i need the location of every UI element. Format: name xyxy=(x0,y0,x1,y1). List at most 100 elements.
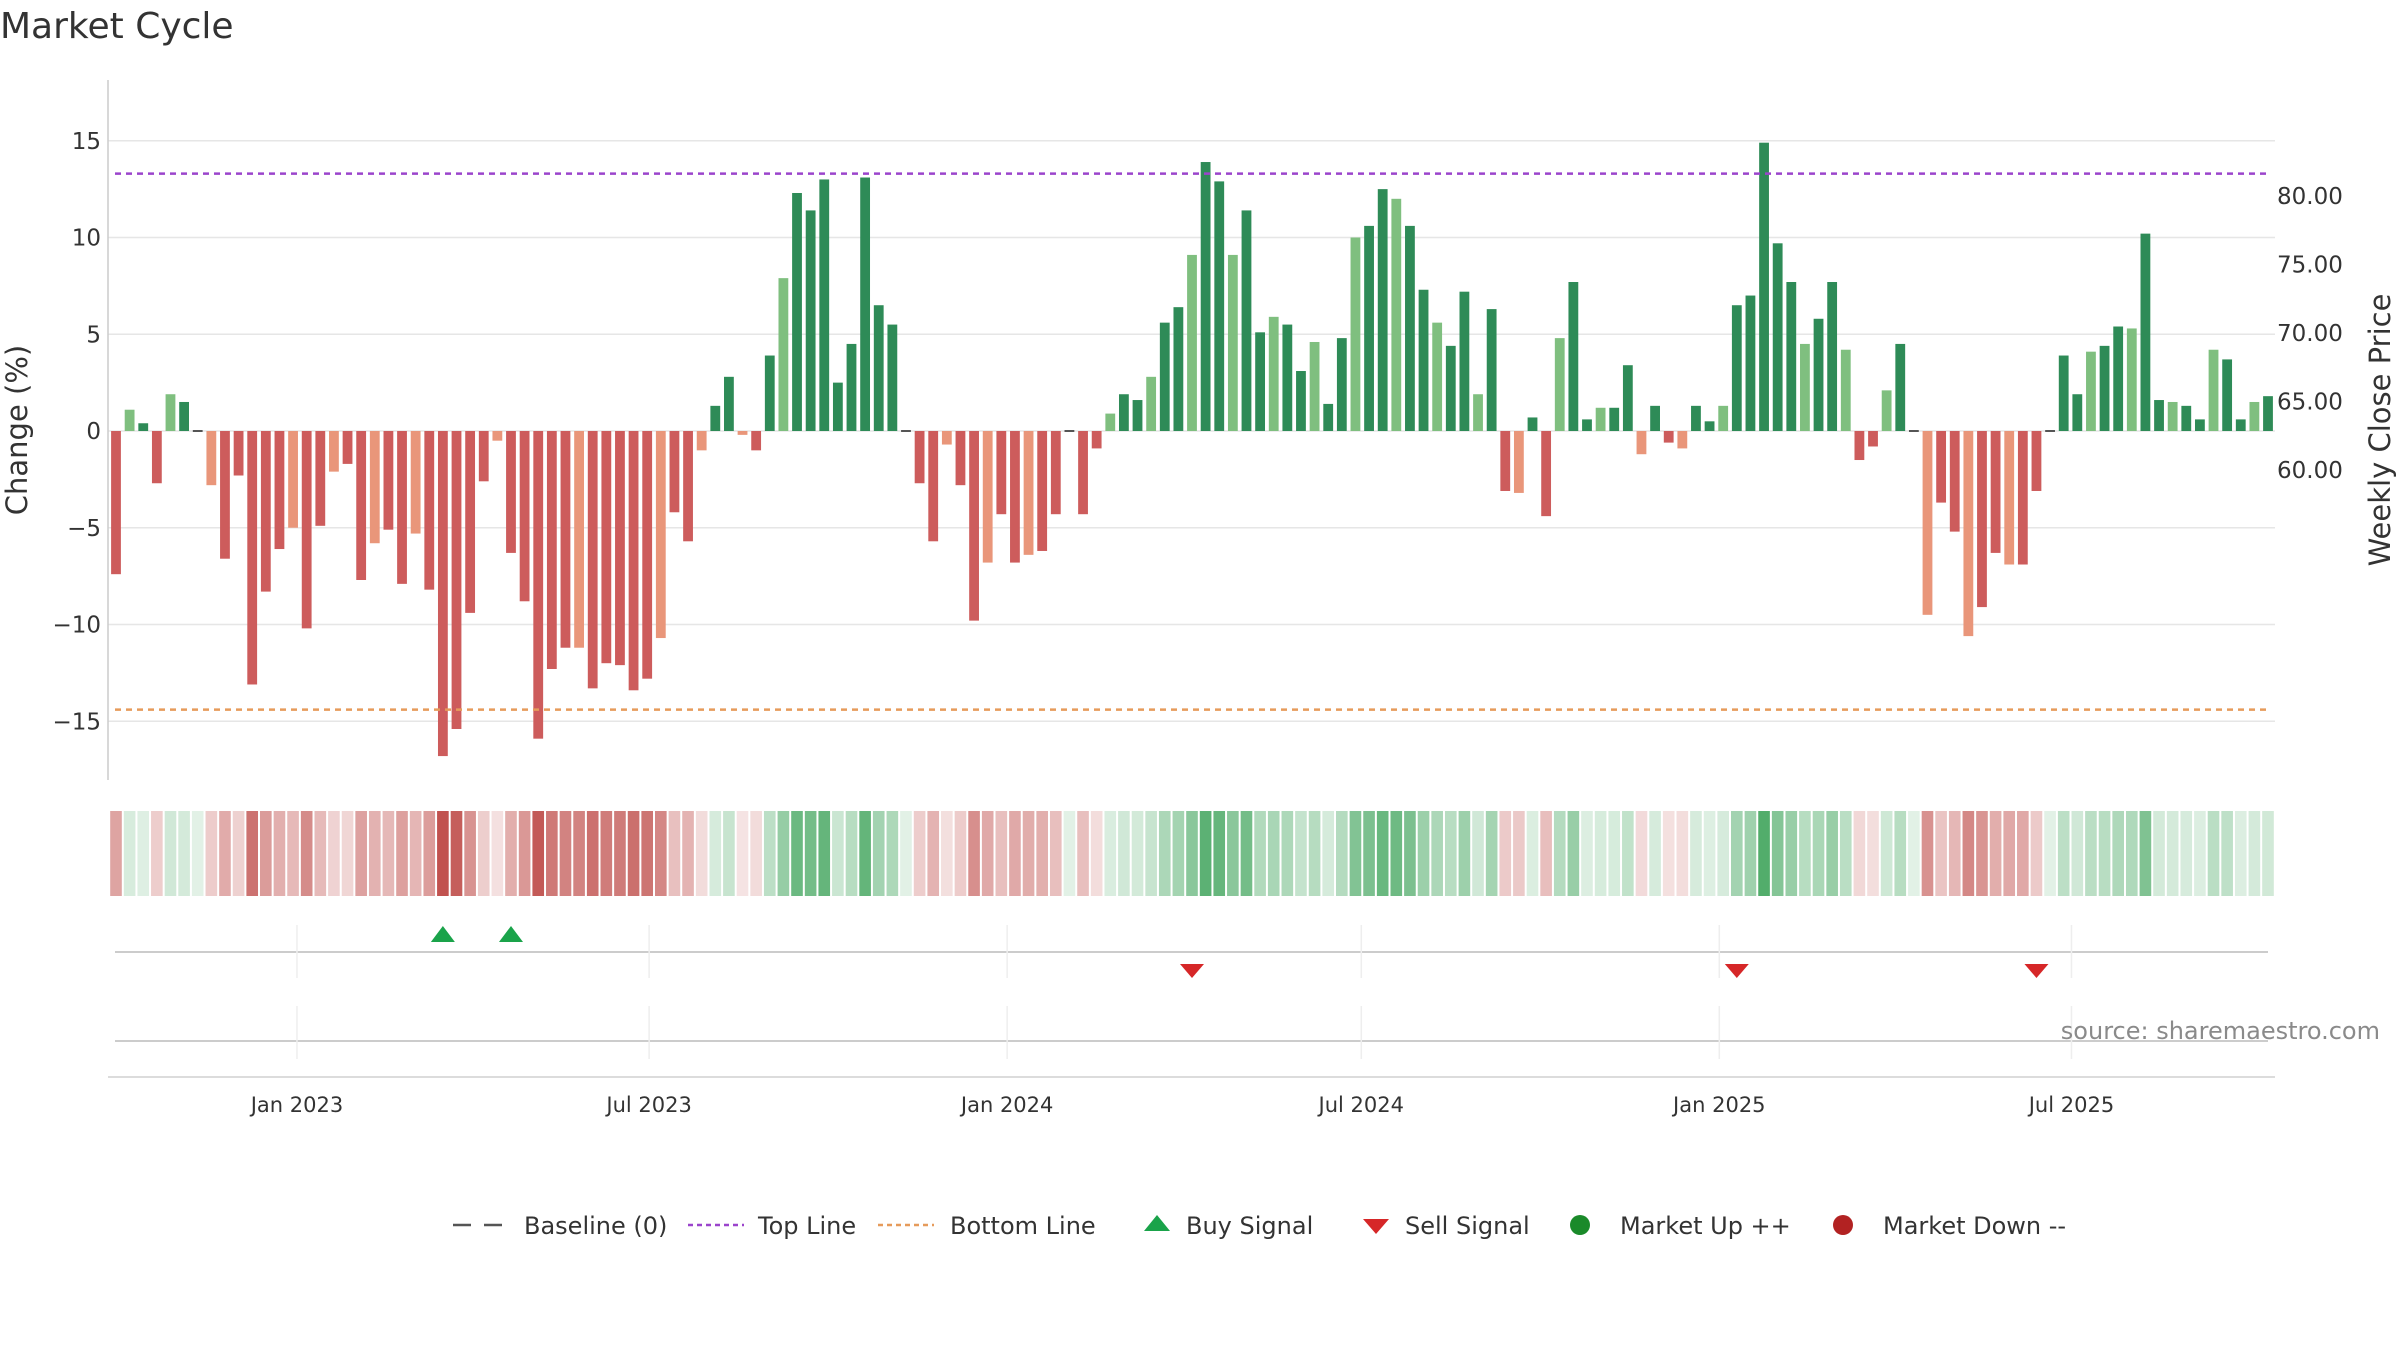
heat-cell xyxy=(2248,811,2261,896)
heat-cell xyxy=(1553,811,1566,896)
heat-cell xyxy=(750,811,762,896)
bar xyxy=(506,431,516,553)
bar xyxy=(928,431,939,542)
bar xyxy=(1323,403,1334,431)
bar xyxy=(519,431,530,602)
bar xyxy=(260,431,271,592)
heat-cell xyxy=(1826,811,1838,896)
bar xyxy=(1078,431,1088,515)
bar xyxy=(247,431,258,685)
bar xyxy=(2181,405,2192,431)
bar xyxy=(2058,355,2069,431)
heat-cell xyxy=(559,811,572,896)
heat-cell xyxy=(1499,811,1512,896)
bar xyxy=(1636,431,1647,455)
heat-cell xyxy=(232,811,245,896)
heat-cell xyxy=(137,811,150,896)
bar xyxy=(1936,431,1947,503)
heat-cell xyxy=(2207,811,2220,896)
heat-cell xyxy=(1662,811,1675,896)
heat-cell xyxy=(409,811,422,896)
heat-cell xyxy=(627,811,640,896)
bar xyxy=(1718,405,1729,431)
heat-cell xyxy=(968,811,980,896)
bar xyxy=(410,431,421,534)
bar xyxy=(1418,289,1429,431)
heat-cell xyxy=(1526,811,1539,896)
bar xyxy=(2249,401,2260,431)
heat-cell xyxy=(1908,811,1920,896)
heat-cell xyxy=(1104,811,1117,896)
bar xyxy=(1336,338,1347,431)
bar xyxy=(969,431,979,621)
heat-cell xyxy=(2044,811,2056,896)
x-tick-label: Jan 2025 xyxy=(1671,1093,1766,1117)
bar xyxy=(737,431,748,435)
legend-label: Sell Signal xyxy=(1405,1212,1530,1240)
bar xyxy=(955,431,966,486)
bar xyxy=(151,431,162,484)
heat-cell xyxy=(477,811,490,896)
bar xyxy=(642,431,653,679)
heat-cell xyxy=(1322,811,1335,896)
bar xyxy=(1105,413,1116,431)
legend-symbol xyxy=(1363,1219,1389,1234)
heat-cell xyxy=(995,811,1008,896)
bar xyxy=(1963,431,1974,637)
heat-cell xyxy=(736,811,749,896)
bar xyxy=(1786,282,1797,431)
y-tick-label: 5 xyxy=(86,322,101,348)
heat-cell xyxy=(1867,811,1879,896)
heat-cell xyxy=(1690,811,1702,896)
heat-cell xyxy=(546,811,558,896)
heat-cell xyxy=(1022,811,1035,896)
heat-cell xyxy=(1812,811,1825,896)
heat-cell xyxy=(1349,811,1362,896)
bar xyxy=(1146,376,1157,431)
heat-cell xyxy=(1199,811,1212,896)
bar xyxy=(1691,405,1701,431)
bar xyxy=(2167,401,2178,431)
bar xyxy=(288,431,298,528)
heat-cell xyxy=(586,811,599,896)
heat-cell xyxy=(900,811,912,896)
bar xyxy=(1677,431,1688,449)
bar xyxy=(1772,243,1783,431)
heat-cell xyxy=(1921,811,1934,896)
bar xyxy=(1854,431,1865,461)
bar xyxy=(1268,316,1279,431)
heat-cell xyxy=(1254,811,1266,896)
heat-cell xyxy=(1363,811,1375,896)
heat-cell xyxy=(1935,811,1947,896)
heat-cell xyxy=(872,811,885,896)
bar xyxy=(1459,291,1470,431)
x-gridlines xyxy=(296,925,2073,1059)
heat-cell xyxy=(573,811,585,896)
bar xyxy=(1609,407,1620,431)
heat-cell xyxy=(1431,811,1443,896)
bar xyxy=(1187,254,1197,431)
source-label: source: sharemaestro.com xyxy=(2061,1017,2380,1045)
bar xyxy=(1800,343,1810,431)
heat-cell xyxy=(423,811,436,896)
heat-cell xyxy=(491,811,504,896)
heat-cell xyxy=(1417,811,1430,896)
heat-cell xyxy=(2017,811,2029,896)
bar xyxy=(1118,394,1129,431)
heat-cell xyxy=(260,811,272,896)
heat-cell xyxy=(164,811,177,896)
sell-signal-marker xyxy=(1724,964,1749,978)
heat-cell xyxy=(1731,811,1743,896)
heat-cell xyxy=(1404,811,1416,896)
heat-cell xyxy=(2194,811,2206,896)
bar xyxy=(451,431,462,729)
heat-cell xyxy=(341,811,354,896)
heat-cell xyxy=(804,811,817,896)
heat-cell xyxy=(1458,811,1471,896)
bar xyxy=(1241,210,1252,431)
heat-cell xyxy=(2112,811,2124,896)
heat-cell xyxy=(2030,811,2043,896)
heat-cell xyxy=(1077,811,1089,896)
heat-cell xyxy=(1090,811,1103,896)
heat-cell xyxy=(1118,811,1130,896)
